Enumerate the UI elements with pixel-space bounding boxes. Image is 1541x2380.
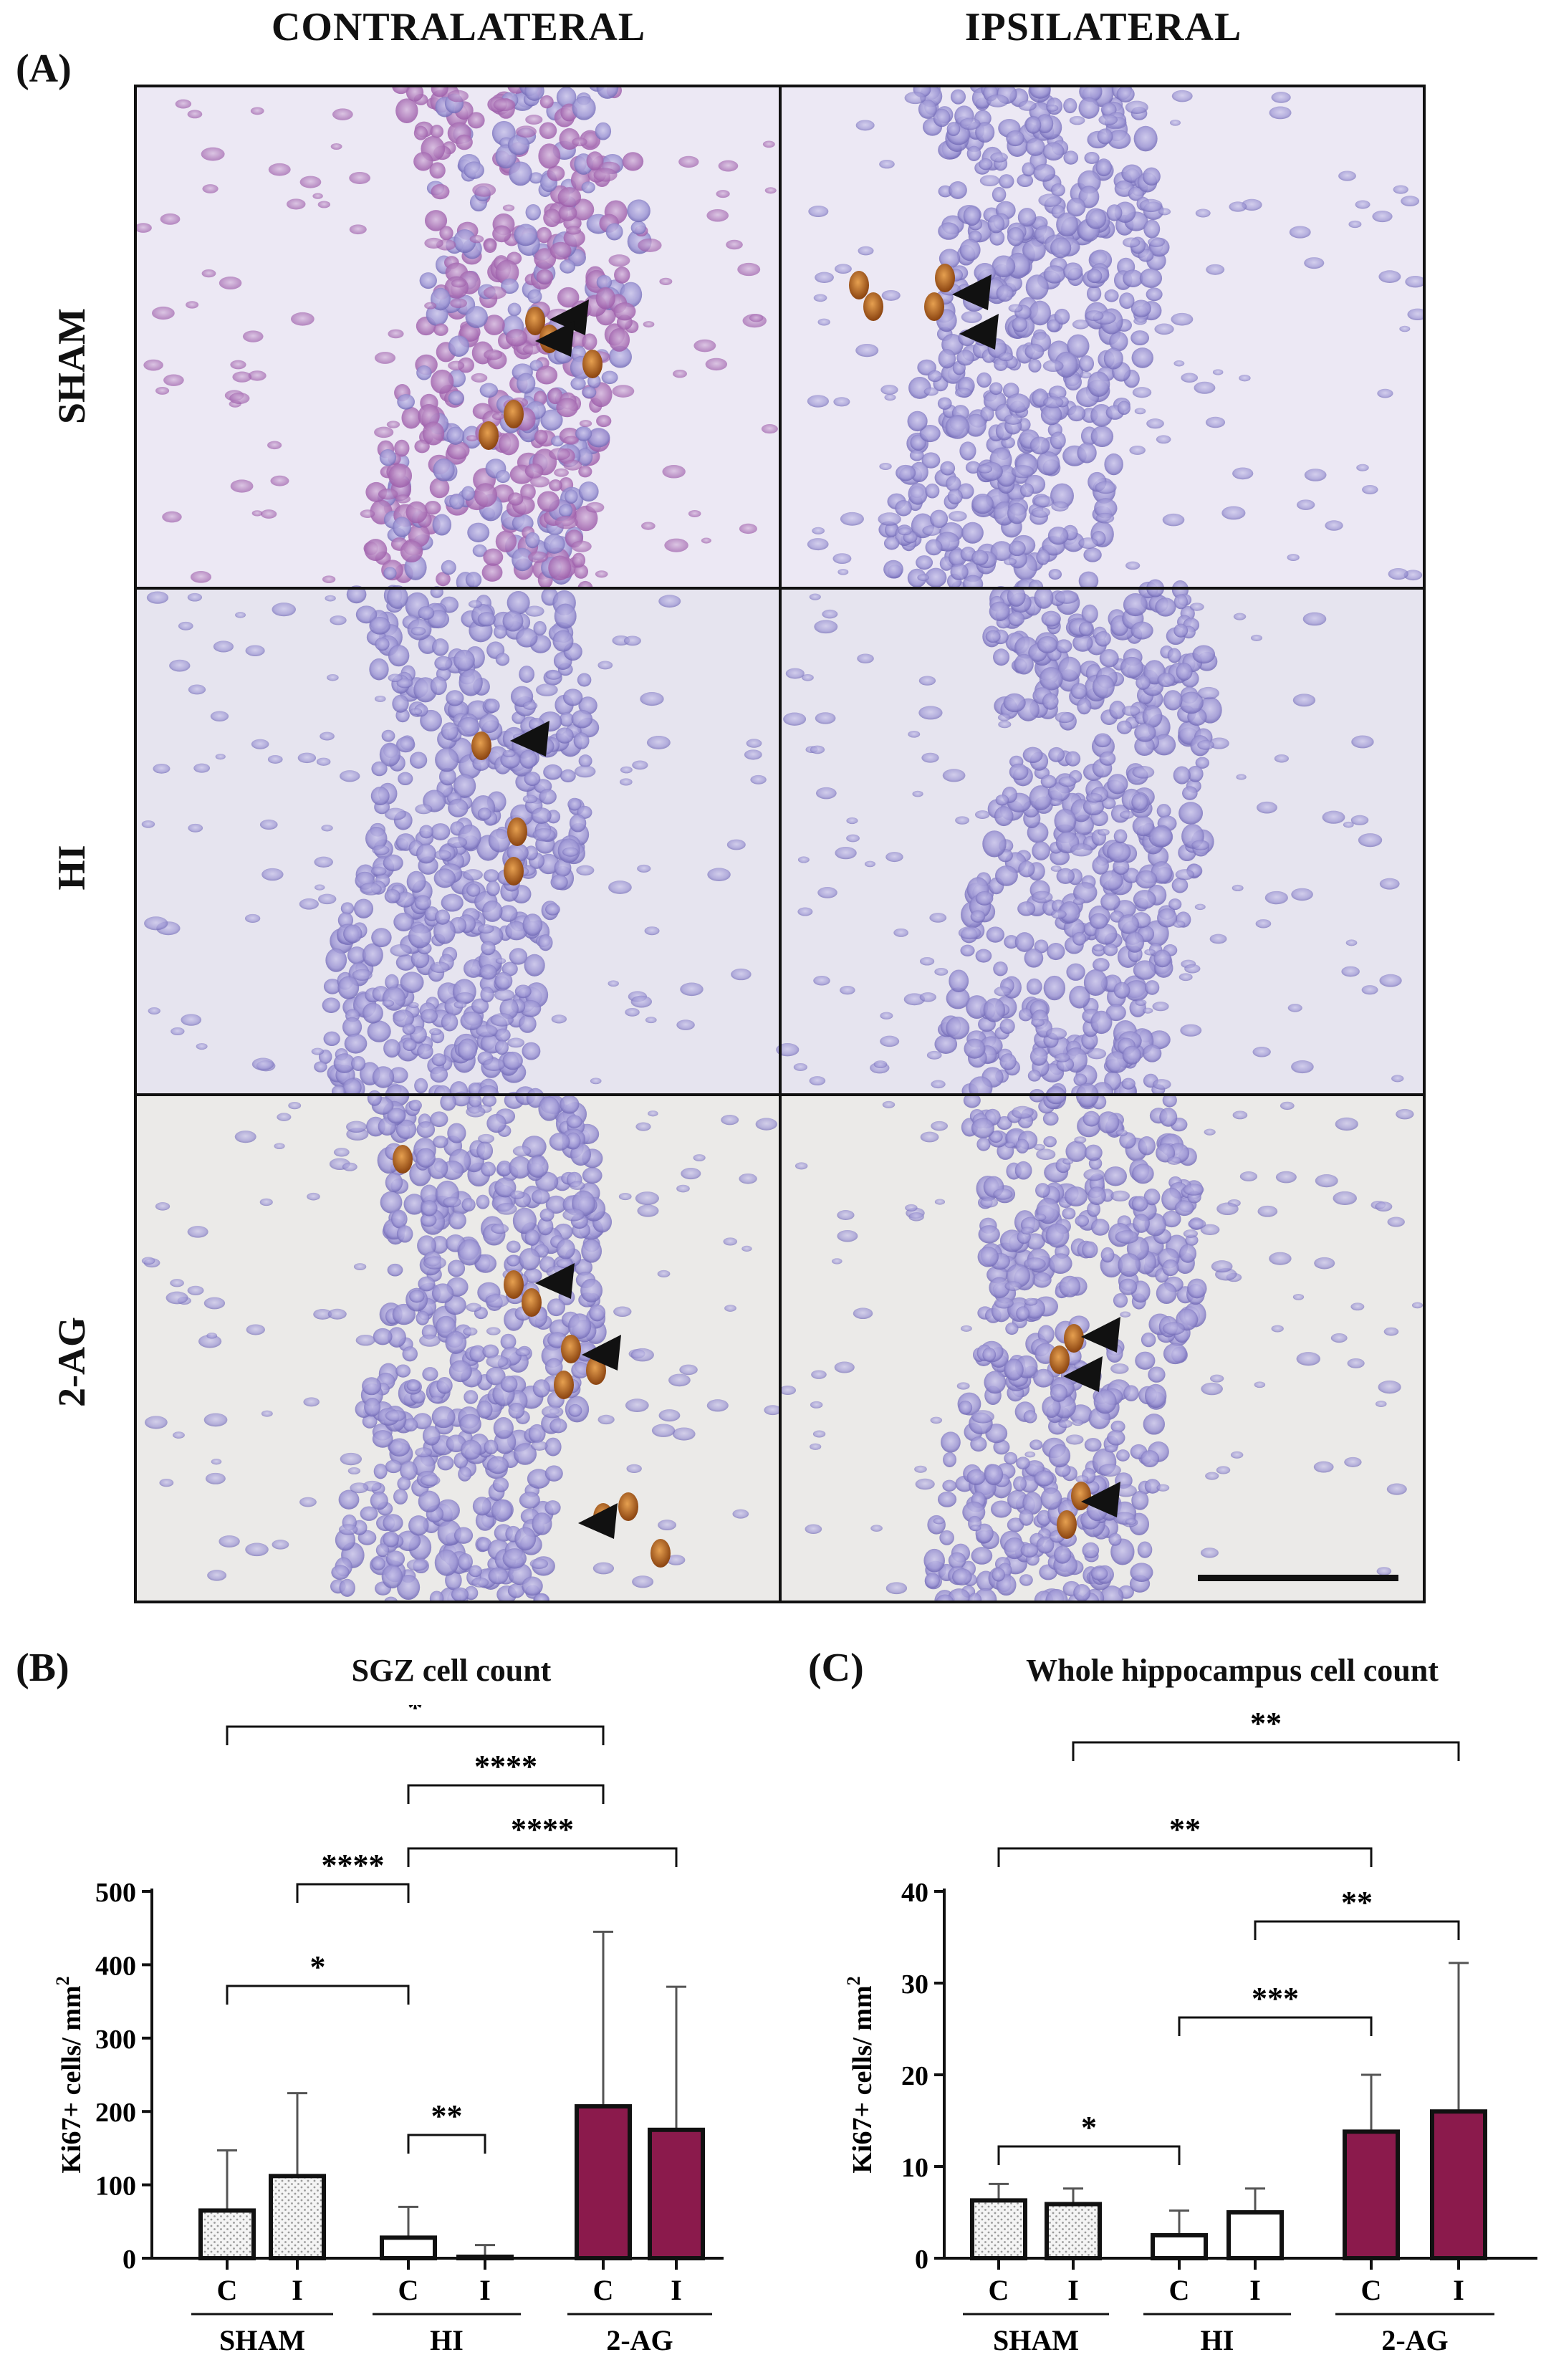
bar (1045, 2202, 1102, 2260)
micrograph-grid (134, 85, 1426, 1603)
bar (1343, 2129, 1400, 2260)
x-tick-label: C (989, 2274, 1009, 2306)
bar (198, 2208, 256, 2260)
significance-bracket (997, 2145, 1181, 2165)
arrowhead-marker (1063, 1356, 1103, 1392)
significance-label: * (408, 1705, 423, 1725)
bar (269, 2174, 326, 2261)
significance-label: **** (474, 1749, 537, 1784)
significance-label: * (1081, 2110, 1097, 2145)
chart-b: 0 100 200 300 400 500 Ki67+ cells/ mm2 C I C I C I SH… (52, 1705, 724, 2356)
significance-bracket (407, 1847, 678, 1867)
arrowhead-marker (578, 1503, 618, 1539)
y-tick-label: 10 (901, 2153, 928, 2183)
x-tick-label: C (217, 2274, 238, 2306)
arrowhead-marker (510, 721, 549, 757)
group-label: HI (430, 2324, 464, 2356)
arrowhead-marker (535, 1263, 575, 1299)
bar (575, 2104, 632, 2260)
significance-bracket (407, 2134, 486, 2154)
row-label-sham: SHAM (50, 308, 93, 424)
significance-label: ** (1341, 1885, 1373, 1920)
y-axis-label: Ki67+ cells/ mm2 (843, 1976, 878, 2173)
arrowhead-marker (1081, 1482, 1120, 1517)
significance-bracket (296, 1883, 410, 1903)
chart-c-title: Whole hippocampus cell count (1026, 1653, 1439, 1688)
arrowhead-marker (535, 321, 575, 357)
group-label: 2-AG (606, 2324, 673, 2356)
chart-c: 0 10 20 30 40 Ki67+ cells/ mm2 C I C I C I SHAM HI 2-A… (843, 1706, 1537, 2356)
cell-layer (134, 85, 1426, 1603)
significance-bracket (1072, 1741, 1460, 1761)
arrowhead-marker (549, 299, 589, 335)
y-tick-label: 300 (95, 2025, 136, 2055)
panel-a-label: (A) (16, 47, 72, 91)
y-axis-label: Ki67+ cells/ mm2 (52, 1976, 87, 2173)
group-label: 2-AG (1381, 2324, 1448, 2356)
row-label-hi: HI (50, 845, 93, 891)
y-tick-label: 200 (95, 2098, 136, 2128)
group-label: HI (1201, 2324, 1234, 2356)
arrowhead-marker (1081, 1317, 1120, 1353)
x-tick-label: I (1249, 2274, 1261, 2306)
panel-b-label: (B) (16, 1646, 69, 1690)
y-tick-label: 100 (95, 2172, 136, 2202)
ipsilateral-header: IPSILATERAL (964, 5, 1242, 49)
significance-label: * (310, 1949, 326, 1985)
bar (380, 2235, 437, 2261)
significance-bracket (226, 1725, 605, 1745)
significance-bracket (1254, 1920, 1460, 1940)
x-tick-label: I (1067, 2274, 1079, 2306)
significance-bracket (226, 1985, 410, 2005)
y-tick-label: 0 (123, 2245, 136, 2275)
group-label: SHAM (219, 2324, 305, 2356)
x-tick-label: C (1361, 2274, 1382, 2306)
significance-label: ** (431, 2098, 463, 2134)
significance-label: ** (1169, 1812, 1201, 1847)
scale-bar (1198, 1575, 1398, 1581)
y-tick-label: 30 (901, 1969, 928, 2000)
x-tick-label: I (1453, 2274, 1464, 2306)
significance-bracket (407, 1784, 605, 1804)
bar (1226, 2210, 1284, 2260)
chart-b-title: SGZ cell count (351, 1653, 552, 1688)
significance-bracket (997, 1847, 1373, 1867)
x-tick-label: C (398, 2274, 419, 2306)
bar (970, 2198, 1027, 2260)
group-label: SHAM (993, 2324, 1079, 2356)
x-tick-label: I (671, 2274, 682, 2306)
arrowhead-marker (952, 274, 992, 310)
x-tick-label: I (292, 2274, 303, 2306)
contralateral-header: CONTRALATERAL (271, 5, 646, 49)
x-tick-label: C (1169, 2274, 1190, 2306)
x-tick-label: I (479, 2274, 491, 2306)
y-tick-label: 400 (95, 1951, 136, 1981)
significance-bracket (1178, 2016, 1373, 2036)
panel-c-label: (C) (808, 1646, 864, 1690)
significance-label: *** (1252, 1981, 1299, 2016)
significance-label: **** (511, 1812, 574, 1847)
x-tick-label: C (593, 2274, 614, 2306)
y-tick-label: 20 (901, 2061, 928, 2091)
arrowhead-marker (959, 314, 999, 350)
bar (1151, 2233, 1208, 2260)
bar (456, 2254, 514, 2261)
bar (1430, 2109, 1487, 2261)
y-tick-label: 40 (901, 1878, 928, 1908)
row-label-2ag: 2-AG (50, 1317, 93, 1407)
y-tick-label: 500 (95, 1878, 136, 1908)
significance-label: ** (1250, 1706, 1282, 1741)
significance-label: **** (322, 1848, 385, 1883)
bar (648, 2127, 705, 2260)
arrowhead-marker (582, 1335, 621, 1371)
y-tick-label: 0 (915, 2245, 928, 2275)
